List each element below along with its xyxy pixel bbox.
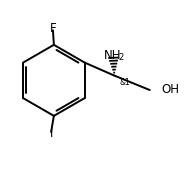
Text: &1: &1 <box>120 78 131 87</box>
Text: NH: NH <box>104 49 121 62</box>
Text: F: F <box>50 22 56 35</box>
Text: 2: 2 <box>119 53 124 62</box>
Text: I: I <box>49 127 53 140</box>
Text: OH: OH <box>161 83 179 96</box>
